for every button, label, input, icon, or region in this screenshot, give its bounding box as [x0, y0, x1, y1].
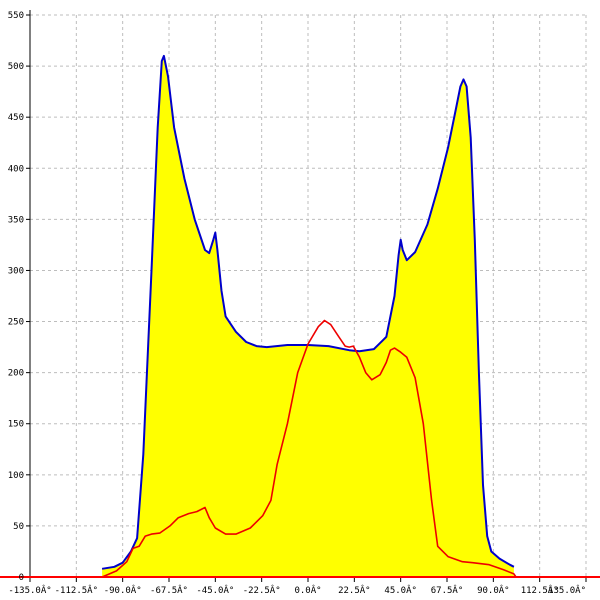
- y-tick-label: 550: [8, 11, 24, 21]
- x-tick-label: -22.5Â°: [243, 584, 281, 596]
- y-tick-label: 450: [8, 113, 24, 123]
- x-tick-label: 90.0Â°: [477, 584, 510, 596]
- y-tick-label: 350: [8, 215, 24, 225]
- x-tick-label: 0.0Â°: [294, 584, 321, 596]
- y-tick-label: 500: [8, 62, 24, 72]
- y-tick-label: 50: [13, 522, 24, 532]
- axes: [0, 10, 600, 582]
- x-tick-label: -45.0Â°: [196, 584, 234, 596]
- y-tick-label: 300: [8, 266, 24, 276]
- x-tick-label: -135.0Â°: [8, 584, 51, 596]
- x-tick-label: 112.5Â°: [521, 584, 559, 596]
- y-tick-label: 0: [19, 573, 24, 583]
- x-tick-label: -112.5Â°: [55, 584, 98, 596]
- series-line-0: [101, 54, 515, 570]
- y-tick-label: 200: [8, 369, 24, 379]
- x-tick-label: 45.0Â°: [384, 584, 417, 596]
- x-tick-label: -67.5Â°: [150, 584, 188, 596]
- x-tick-label: 22.5Â°: [338, 584, 371, 596]
- x-tick-label: 135.0Â°: [548, 584, 586, 596]
- y-tick-label: 100: [8, 471, 24, 481]
- x-tick-label: -90.0Â°: [104, 584, 142, 596]
- y-tick-label: 400: [8, 164, 24, 174]
- series-line-1: [101, 319, 517, 578]
- tick-labels: 0 50 100 150 200 250 300 350 400 450 500 550 -135.0Â…: [8, 11, 586, 596]
- y-tick-label: 150: [8, 420, 24, 430]
- series-layer: [101, 54, 517, 578]
- series-area-0: [102, 55, 514, 577]
- y-tick-label: 250: [8, 318, 24, 328]
- x-tick-label: 67.5Â°: [431, 584, 464, 596]
